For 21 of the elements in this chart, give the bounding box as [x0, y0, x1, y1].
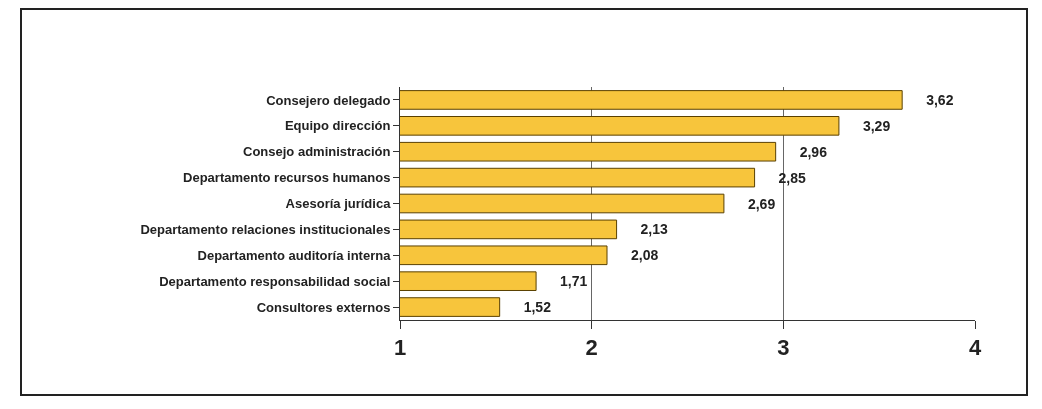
y-tick-label: Consejo administración	[243, 144, 391, 160]
x-tick-label: 4	[968, 335, 982, 361]
data-label: 1,71	[539, 273, 588, 290]
y-tick-label: Departamento relaciones institucionales	[140, 221, 391, 237]
y-tick-label: Consejero delegado	[266, 92, 391, 108]
y-tick-label: Equipo dirección	[284, 118, 391, 134]
y-tick-label: Departamento auditoría interna	[197, 247, 392, 263]
data-label: 2,13	[619, 221, 669, 238]
y-tick-label: Departamento recursos humanos	[183, 170, 391, 186]
data-label: 2,69	[726, 195, 776, 212]
y-tick-label: Asesoría jurídica	[285, 196, 392, 212]
data-label: 2,08	[610, 247, 659, 264]
x-tick-label: 3	[777, 335, 790, 361]
y-tick-label: Departamento responsabilidad social	[159, 273, 391, 289]
x-tick-label: 1	[393, 335, 407, 361]
data-label: 3,62	[905, 91, 954, 108]
x-tick-label: 2	[585, 335, 598, 361]
data-label: 3,29	[841, 117, 891, 134]
y-tick-label: Consultores externos	[256, 299, 391, 315]
data-label: 2,96	[778, 143, 828, 160]
data-label: 1,52	[502, 299, 552, 316]
